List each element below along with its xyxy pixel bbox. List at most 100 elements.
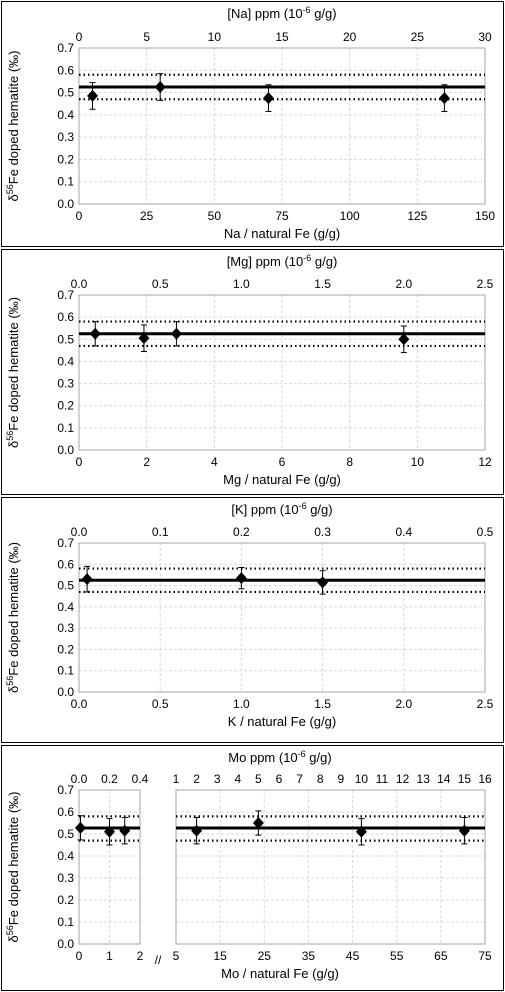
panel-4-data-point-3 [355,825,367,838]
panel-4-x2tick-label: 7 [296,772,303,786]
panel-4-x2tick-label: 1 [173,772,180,786]
panel-2-xtick-label: 12 [478,455,492,469]
panel-2-top-axis-label: [Mg] ppm (10-6 g/g) [227,253,338,269]
panel-2-xtick-label: 0 [76,455,83,469]
panel-2-x-axis-label: Mg / natural Fe (g/g) [223,472,341,487]
panel-3-ytick-label: 0.6 [57,557,74,571]
panel-4-x2tick-label: 11 [376,772,389,786]
panel-4-xtick-label: 45 [346,949,360,963]
panel-4-x2tick-label: 15 [458,772,472,786]
panel-2-ytick-label: 0.5 [57,332,74,346]
panel-3-ytick-label: 0.0 [57,685,74,699]
panel-2-xtick-label: 10 [411,455,425,469]
panel-2-ytick-label: 0.2 [57,399,74,413]
panel-1-data-point-1 [87,89,99,102]
panel-4-xtick-label: 35 [302,949,316,963]
panel-4-x2tick-label: 0.2 [101,772,118,786]
panel-4-axis-break-mark: // [155,953,162,967]
panel-2-data-point-2 [138,332,150,345]
panel-3-ytick-label: 0.7 [57,536,74,550]
panel-4-top-axis-label: Mo ppm (10-6 g/g) [228,749,331,765]
panel-4-xtick-label: 1 [106,949,113,963]
panel-1-x-axis-label: Na / natural Fe (g/g) [224,226,340,241]
panel-1-xtick-label: 50 [208,209,222,223]
panel-4-x2tick-label: 5 [255,772,262,786]
panel-2-data-point-3 [170,327,182,340]
panel-3-plot-area [78,542,486,693]
panel-4-xtick-label: 65 [434,949,448,963]
panel-3-x2tick-label: 0.4 [395,525,412,539]
panel-2-ytick-label: 0.1 [57,421,74,435]
panel-1-ytick-label: 0.1 [57,175,74,189]
panel-1-x2tick-label: 0 [76,30,83,44]
panel-2-y-axis-label: δ56Fe doped hematite (‰) [5,297,21,448]
panel-2-xtick-label: 2 [143,455,150,469]
panel-2-ytick-label: 0.7 [57,288,74,302]
panel-1-x2tick-label: 20 [343,30,357,44]
panel-3-ytick-label: 0.5 [57,579,74,593]
panel-3-x2tick-label: 0.0 [71,525,88,539]
panel-4-xtick-label: 25 [258,949,272,963]
panel-1-data-point-2 [154,81,166,93]
panel-4-ytick-label: 0.0 [57,937,74,951]
panel-4-xtick-label: 5 [173,949,180,963]
panel-4-data-point-2 [104,825,115,838]
panel-4-x2tick-label: 12 [396,772,410,786]
panel-3-xtick-label: 0.0 [71,697,88,711]
panel-1-data-point-4 [438,92,450,105]
panel-3-ytick-label: 0.4 [57,600,74,614]
panel-4-ytick-label: 0.6 [57,805,74,819]
panel-1-x2tick-label: 15 [275,30,289,44]
panel-3-data-point-1 [81,573,93,586]
panel-1-xtick-label: 75 [275,209,289,223]
panel-3-xtick-label: 1.5 [314,697,331,711]
panel-4-ytick-label: 0.2 [57,893,74,907]
panel-1-xtick-label: 125 [407,209,427,223]
panel-3-data-point-3 [317,576,329,589]
panel-4-plot-segment [175,789,486,945]
panel-1-plot-area [78,47,486,205]
panel-3-x2tick-label: 0.3 [314,525,331,539]
panel-1-xtick-label: 100 [340,209,360,223]
panel-4-x2tick-label: 6 [276,772,283,786]
panel-3-plot-segment [78,542,486,693]
panel-4-plot-area [175,789,486,945]
panel-1-y-axis-label: δ56Fe doped hematite (‰) [5,51,21,202]
panel-3-xtick-label: 2.5 [477,697,494,711]
panel-1-ytick-label: 0.5 [57,86,74,100]
panel-3-x2tick-label: 0.5 [477,525,494,539]
panel-2-frame [1,249,504,495]
panel-1-xtick-label: 0 [76,209,83,223]
panel-1-frame [1,1,504,247]
panel-2-xtick-label: 6 [279,455,286,469]
panel-4-x-axis-label: Mo / natural Fe (g/g) [221,966,339,981]
panel-4-ytick-label: 0.3 [57,871,74,885]
panel-4-x2tick-label: 14 [437,772,451,786]
panel-1-data-point-3 [262,92,274,105]
panel-4-xtick-label: 75 [478,949,492,963]
panel-2-x2tick-label: 1.0 [233,277,250,291]
panel-2-data-point-1 [89,327,101,340]
panel-2-plot-area [78,294,486,451]
panel-4-xtick-label: 15 [213,949,227,963]
panel-1-x2tick-label: 25 [411,30,425,44]
panel-1-xtick-label: 25 [140,209,154,223]
panel-4-x2tick-label: 0.4 [132,772,149,786]
panel-2-ytick-label: 0.0 [57,443,74,457]
panel-1-ytick-label: 0.7 [57,41,74,55]
panel-2-xtick-label: 4 [211,455,218,469]
panel-4-data-point-1 [191,824,203,837]
panel-3-xtick-label: 0.5 [152,697,169,711]
panel-1-ytick-label: 0.4 [57,108,74,122]
panel-4-frame [1,745,504,991]
panel-3-ytick-label: 0.3 [57,621,74,635]
panel-4-data-point-1 [75,821,87,834]
panel-4-x2tick-label: 13 [417,772,431,786]
panel-1-ytick-label: 0.2 [57,152,74,166]
panel-4-x2tick-label: 4 [234,772,241,786]
panel-4-x2tick-label: 9 [337,772,344,786]
panel-3-data-point-2 [235,572,247,585]
panel-3-x2tick-label: 0.2 [233,525,250,539]
panel-4-xtick-label: 0 [76,949,83,963]
